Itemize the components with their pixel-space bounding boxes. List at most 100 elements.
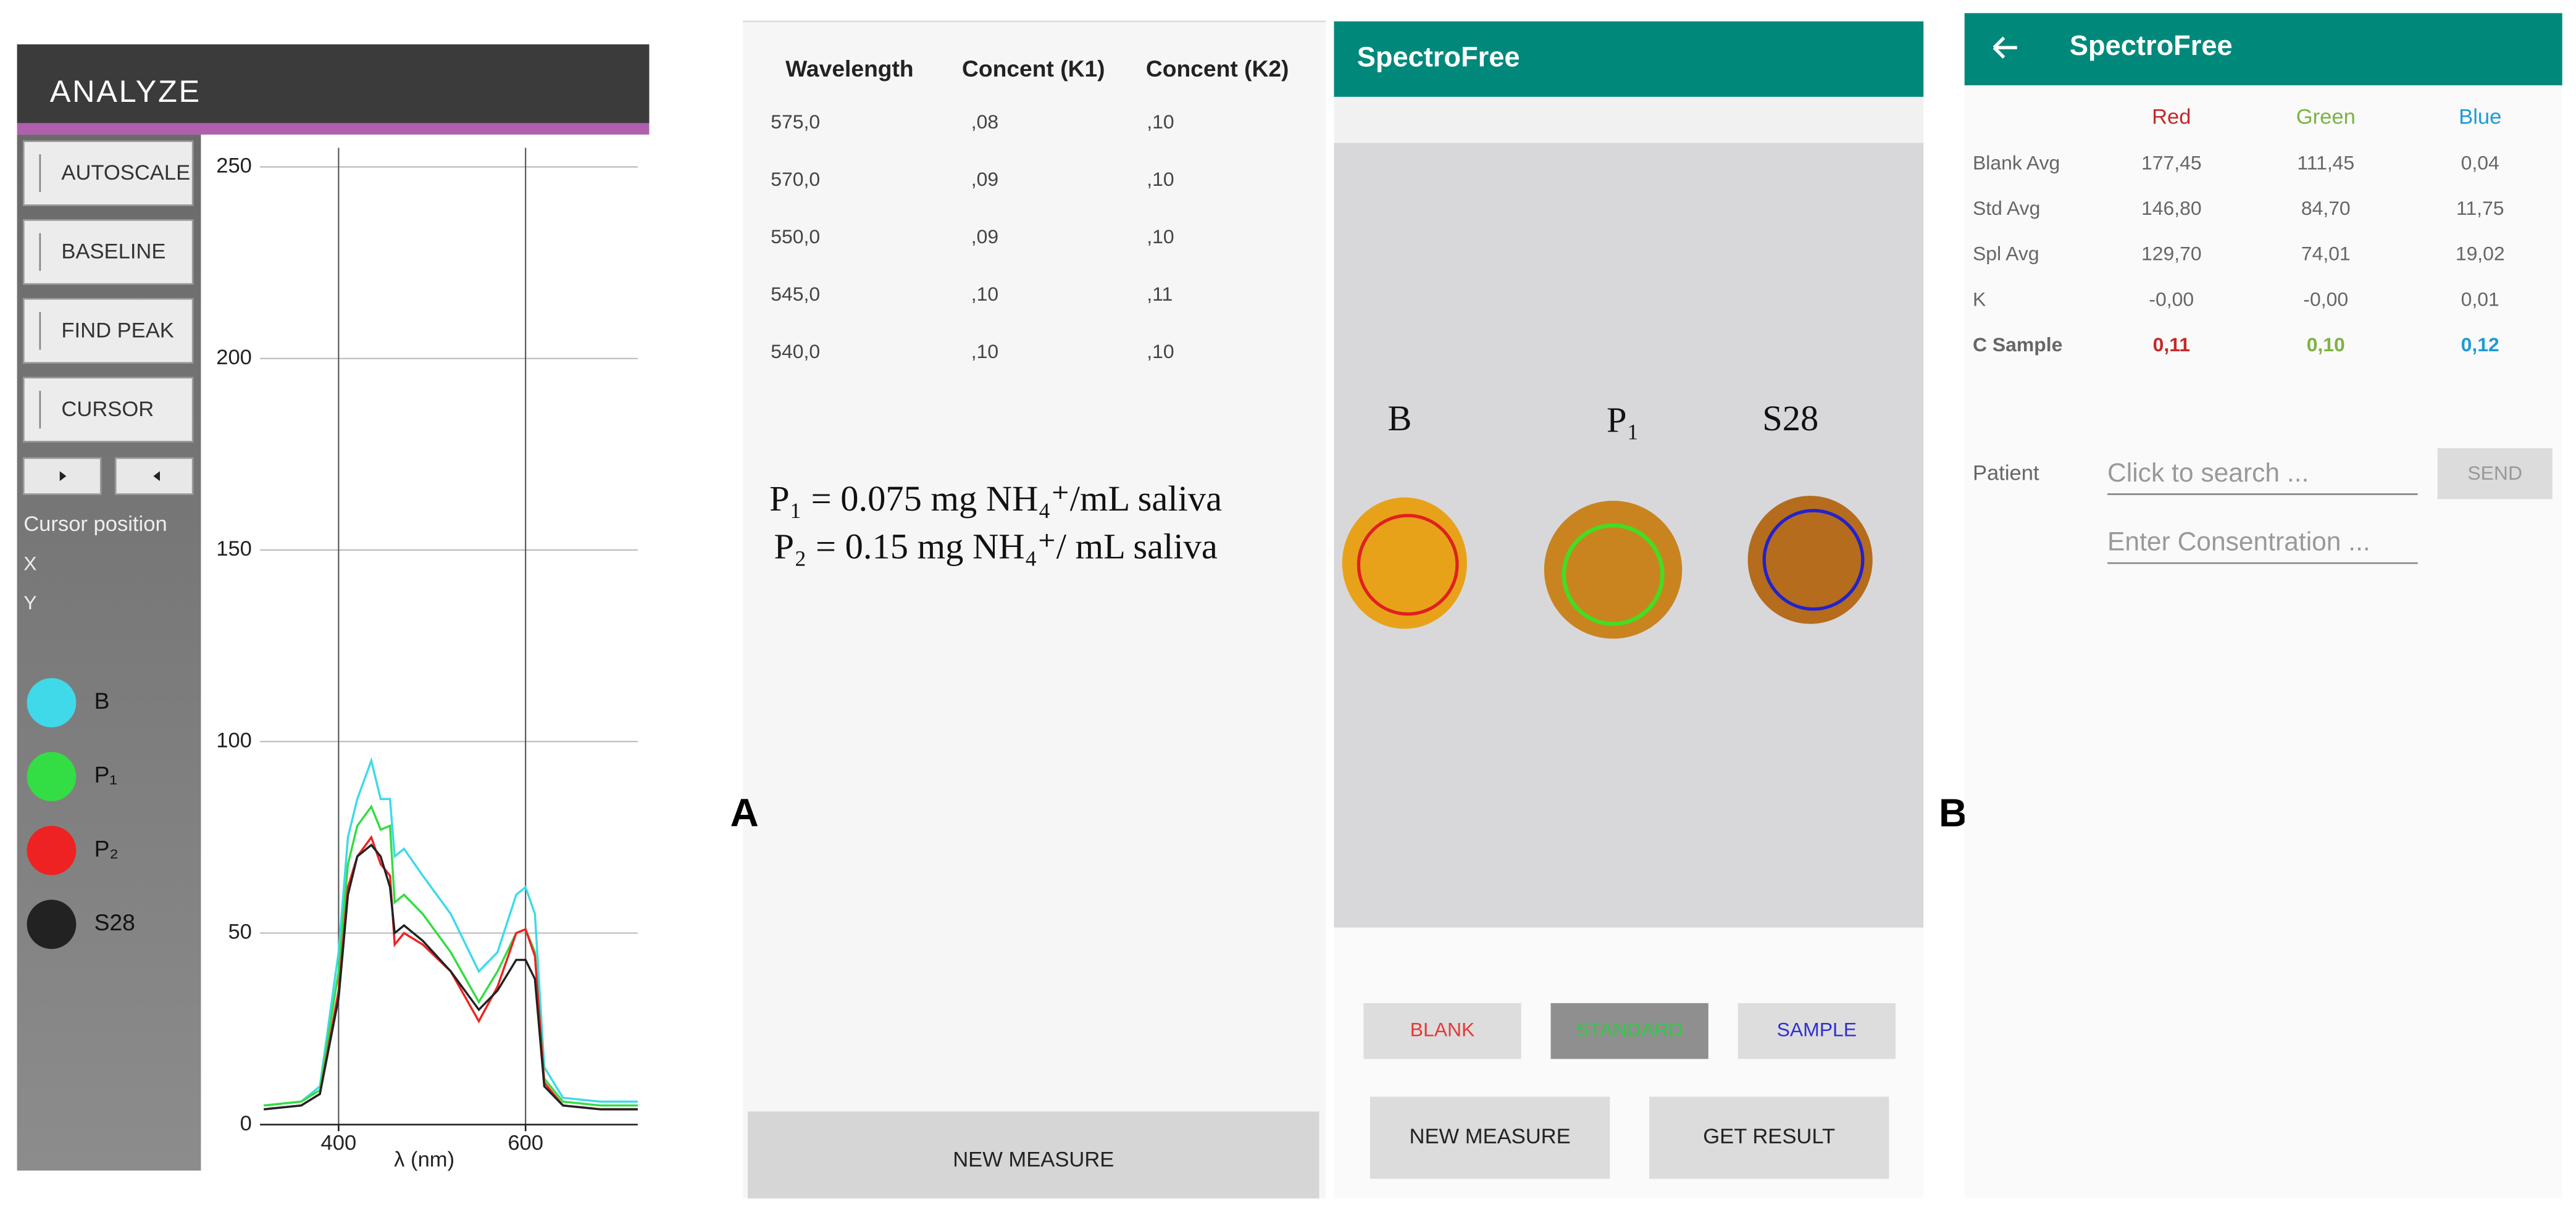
right-arrow bbox=[153, 471, 160, 482]
mode-button[interactable] bbox=[1363, 1003, 1521, 1059]
x-tick-label: 600 bbox=[508, 1132, 543, 1155]
row-label: C Sample bbox=[1973, 333, 2062, 356]
table-cell: ,10 bbox=[1147, 340, 1174, 362]
legend-swatch bbox=[27, 899, 77, 949]
row-label: K bbox=[1973, 288, 1986, 310]
spot-label: S28 bbox=[1762, 398, 1818, 438]
result-cell: 177,45 bbox=[2141, 151, 2202, 173]
table-cell: ,10 bbox=[971, 340, 998, 362]
table-cell: ,11 bbox=[1147, 283, 1173, 305]
panel-label: A bbox=[730, 791, 759, 835]
table-cell: ,09 bbox=[971, 168, 998, 190]
row-label: Std Avg bbox=[1973, 197, 2040, 219]
patient-label: Patient bbox=[1973, 462, 2039, 485]
cursor-y: Y bbox=[23, 591, 36, 614]
app-bar bbox=[1964, 13, 2562, 86]
result-body bbox=[1964, 85, 2562, 1199]
tool-button[interactable] bbox=[22, 140, 194, 206]
legend-label: B bbox=[94, 688, 110, 714]
side-column bbox=[17, 135, 201, 1171]
result-cell: 0,11 bbox=[2153, 333, 2190, 356]
result-cell: 0,04 bbox=[2461, 151, 2499, 173]
x-tick-label: 400 bbox=[321, 1132, 357, 1155]
column-header: Green bbox=[2296, 106, 2356, 129]
new-measure-button[interactable] bbox=[748, 1111, 1319, 1199]
button-label: STANDARD bbox=[1576, 1019, 1683, 1041]
spot bbox=[1747, 496, 1873, 624]
back-arrow[interactable] bbox=[1993, 36, 2017, 59]
note: P₁ = 0.075 mg NH₄⁺/mL saliva bbox=[769, 478, 1222, 519]
table-panel bbox=[743, 21, 1326, 1199]
button-label: NEW MEASURE bbox=[953, 1148, 1114, 1171]
button-label: GET RESULT bbox=[1703, 1125, 1835, 1148]
table-cell: ,10 bbox=[1147, 111, 1174, 133]
result-cell: 129,70 bbox=[2141, 243, 2202, 265]
legend-label: P₂ bbox=[94, 835, 119, 861]
column-header: Concent (K2) bbox=[1146, 56, 1289, 81]
tool-button[interactable] bbox=[22, 377, 194, 443]
result-cell: 0,01 bbox=[2461, 288, 2499, 310]
series-line bbox=[264, 757, 638, 1107]
mode-button[interactable] bbox=[1738, 1003, 1896, 1059]
app-title: SpectroFree bbox=[1357, 41, 1520, 73]
legend-label: S28 bbox=[94, 909, 135, 935]
table-cell: 570,0 bbox=[771, 168, 820, 190]
row-label: Spl Avg bbox=[1973, 243, 2039, 265]
table-cell: ,10 bbox=[1147, 225, 1174, 248]
table-cell: 545,0 bbox=[771, 283, 820, 305]
button-label: FIND PEAK bbox=[61, 319, 174, 342]
series-line bbox=[264, 843, 638, 1111]
tool-button[interactable] bbox=[22, 298, 194, 364]
result-cell: 146,80 bbox=[2141, 197, 2202, 219]
legend-swatch bbox=[27, 825, 77, 875]
result-cell: -0,00 bbox=[2149, 288, 2194, 310]
concentration-input[interactable]: Enter Consentration ... bbox=[2107, 527, 2370, 557]
y-tick-label: 100 bbox=[216, 728, 252, 752]
button-label: AUTOSCALE bbox=[61, 161, 190, 185]
spot bbox=[1544, 501, 1683, 639]
button-label: NEW MEASURE bbox=[1410, 1125, 1571, 1148]
result-cell: 0,10 bbox=[2307, 333, 2345, 356]
action-button[interactable] bbox=[1370, 1096, 1610, 1179]
y-tick-label: 150 bbox=[216, 537, 252, 561]
y-tick-label: 50 bbox=[228, 920, 251, 944]
column-header: Red bbox=[2152, 106, 2191, 129]
app-title: SpectroFree bbox=[2070, 30, 2233, 61]
y-tick-label: 200 bbox=[216, 346, 252, 369]
table-cell: ,09 bbox=[971, 225, 998, 248]
legend-swatch bbox=[27, 752, 77, 801]
cursor-label: Cursor position bbox=[23, 512, 167, 536]
column-header: Concent (K1) bbox=[962, 56, 1105, 81]
table-cell: 550,0 bbox=[771, 225, 820, 248]
search-input[interactable]: Click to search ... bbox=[2107, 458, 2309, 488]
x-axis-label: λ (nm) bbox=[394, 1148, 454, 1171]
table-cell: ,10 bbox=[971, 283, 998, 305]
button-label: SAMPLE bbox=[1777, 1019, 1857, 1041]
result-cell: -0,00 bbox=[2303, 288, 2348, 310]
table-cell: ,08 bbox=[971, 111, 998, 133]
note: P₂ = 0.15 mg NH₄⁺/ mL saliva bbox=[774, 526, 1217, 566]
result-cell: 11,75 bbox=[2456, 197, 2504, 219]
action-button[interactable] bbox=[1649, 1096, 1889, 1179]
panel-label: B bbox=[1939, 791, 1967, 835]
table-cell: 575,0 bbox=[771, 111, 820, 133]
button-label: CURSOR bbox=[61, 398, 154, 421]
mode-button[interactable] bbox=[1550, 1003, 1708, 1059]
spot-label: B bbox=[1387, 398, 1411, 438]
app-bar bbox=[1334, 21, 1924, 97]
y-tick-label: 0 bbox=[240, 1112, 252, 1135]
y-tick-label: 250 bbox=[216, 154, 252, 178]
result-cell: 19,02 bbox=[2456, 243, 2505, 265]
button-label: BLANK bbox=[1410, 1019, 1475, 1041]
column-header: Wavelength bbox=[785, 56, 913, 81]
roi-circle bbox=[1562, 523, 1665, 626]
cursor-x: X bbox=[23, 552, 36, 574]
send-button[interactable] bbox=[2437, 448, 2553, 499]
row-label: Blank Avg bbox=[1973, 151, 2060, 173]
tool-button[interactable] bbox=[22, 219, 194, 285]
table-cell: ,10 bbox=[1147, 168, 1174, 190]
legend-swatch bbox=[27, 678, 77, 728]
legend-label: P₁ bbox=[94, 762, 117, 788]
